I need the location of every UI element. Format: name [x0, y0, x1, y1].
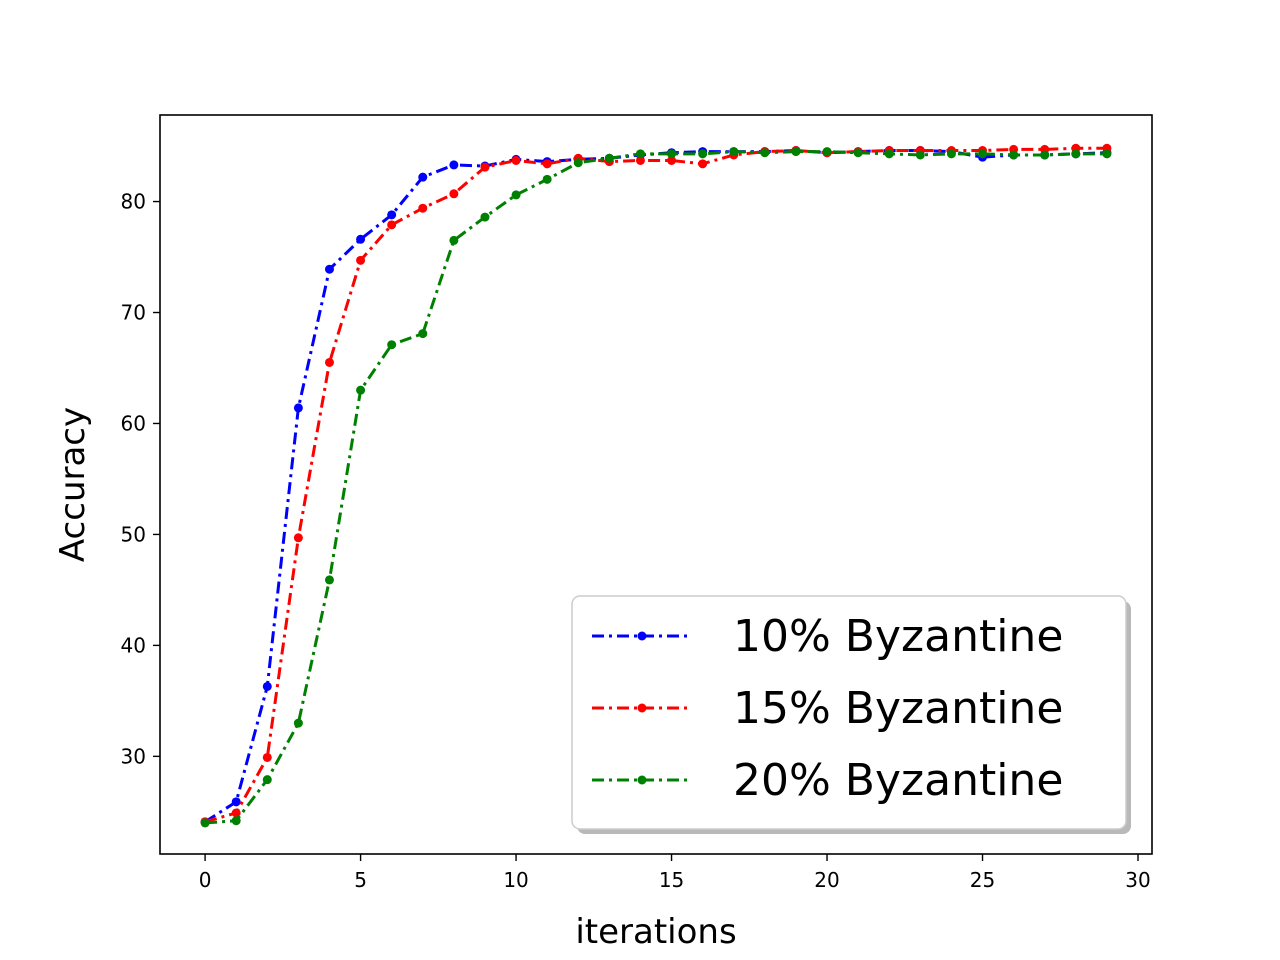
data-point: [324, 264, 334, 274]
data-point: [1071, 149, 1081, 159]
series-line: [204, 150, 1107, 825]
data-point: [324, 357, 334, 367]
data-point: [231, 816, 241, 826]
data-point: [573, 158, 583, 168]
data-point: [231, 808, 241, 818]
data-point: [1009, 150, 1019, 160]
data-point: [698, 149, 708, 159]
data-point: [356, 255, 366, 265]
data-point: [262, 681, 272, 691]
y-tick-label: 30: [121, 744, 146, 768]
data-point: [293, 533, 303, 543]
data-point: [1040, 150, 1050, 160]
data-point: [853, 148, 863, 158]
data-point: [324, 575, 334, 585]
data-point: [387, 220, 397, 230]
data-point: [635, 149, 645, 159]
data-point: [418, 172, 428, 182]
x-tick-label: 15: [659, 868, 684, 892]
data-point: [698, 159, 708, 169]
legend-marker: [637, 631, 647, 641]
data-point: [729, 147, 739, 157]
series-layer: [200, 143, 1112, 828]
x-tick-label: 10: [503, 868, 528, 892]
data-point: [480, 162, 490, 172]
x-axis-title: iterations: [575, 912, 736, 952]
y-tick-label: 70: [121, 301, 146, 325]
x-tick-label: 25: [970, 868, 995, 892]
data-point: [480, 212, 490, 222]
data-point: [884, 149, 894, 159]
data-point: [915, 150, 925, 160]
data-point: [356, 234, 366, 244]
legend-marker: [637, 775, 647, 785]
data-point: [200, 818, 210, 828]
y-tick-label: 60: [121, 411, 146, 435]
data-point: [449, 189, 459, 199]
data-point: [262, 752, 272, 762]
data-point: [511, 155, 521, 165]
y-tick-label: 50: [121, 522, 146, 546]
data-point: [667, 149, 677, 159]
data-point: [231, 797, 241, 807]
plot-frame: [159, 114, 1153, 855]
y-axis: 30 40 50 60 70 80: [121, 190, 160, 768]
data-point: [760, 148, 770, 158]
data-point: [1102, 149, 1112, 159]
x-tick-label: 5: [354, 868, 367, 892]
data-point: [293, 403, 303, 413]
legend: 10% Byzantine 15% Byzantine 20% Byzantine: [571, 595, 1131, 834]
y-axis-title: Accuracy: [53, 407, 93, 562]
legend-marker: [637, 703, 647, 713]
data-point: [387, 210, 397, 220]
legend-label: 10% Byzantine: [733, 611, 1063, 662]
legend-box: [571, 595, 1127, 830]
x-tick-label: 30: [1125, 868, 1150, 892]
data-point: [356, 385, 366, 395]
series-line: [204, 146, 1107, 824]
data-point: [978, 149, 988, 159]
x-tick-label: 0: [199, 868, 212, 892]
data-point: [293, 718, 303, 728]
data-point: [262, 775, 272, 785]
data-point: [418, 203, 428, 213]
data-point: [542, 174, 552, 184]
data-point: [635, 155, 645, 165]
data-point: [542, 159, 552, 169]
x-tick-label: 20: [814, 868, 839, 892]
data-point: [449, 235, 459, 245]
x-axis: 0 5 10 15 20 25 30: [199, 854, 1151, 892]
y-tick-label: 40: [121, 633, 146, 657]
data-point: [822, 147, 832, 157]
data-point: [604, 153, 614, 163]
data-point: [946, 149, 956, 159]
data-point: [667, 155, 677, 165]
legend-label: 20% Byzantine: [733, 755, 1063, 806]
y-tick-label: 80: [121, 190, 146, 214]
data-point: [791, 147, 801, 157]
legend-label: 15% Byzantine: [733, 683, 1063, 734]
data-point: [387, 340, 397, 350]
data-point: [449, 160, 459, 170]
data-point: [418, 329, 428, 339]
data-point: [511, 190, 521, 200]
